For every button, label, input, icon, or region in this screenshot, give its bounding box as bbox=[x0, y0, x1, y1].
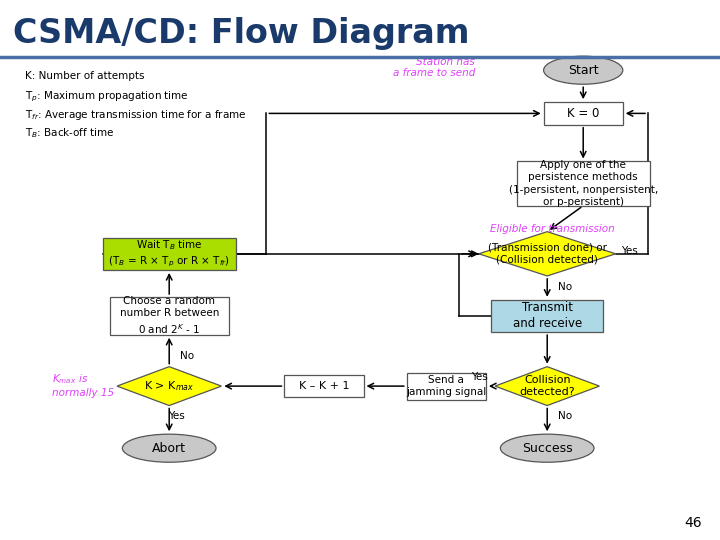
Text: No: No bbox=[180, 351, 194, 361]
Text: Success: Success bbox=[522, 442, 572, 455]
Polygon shape bbox=[117, 367, 222, 406]
Polygon shape bbox=[479, 232, 616, 276]
FancyBboxPatch shape bbox=[109, 297, 229, 335]
Text: Start: Start bbox=[568, 64, 598, 77]
Text: Yes: Yes bbox=[471, 372, 488, 382]
Text: K: Number of attempts: K: Number of attempts bbox=[25, 71, 145, 82]
Polygon shape bbox=[495, 367, 599, 406]
Text: CSMA/CD: Flow Diagram: CSMA/CD: Flow Diagram bbox=[13, 17, 469, 50]
Text: No: No bbox=[558, 411, 572, 421]
FancyBboxPatch shape bbox=[517, 161, 650, 206]
FancyBboxPatch shape bbox=[102, 238, 236, 270]
Text: Station has
a frame to send: Station has a frame to send bbox=[393, 57, 475, 78]
Text: (Transmission done) or
(Collision detected): (Transmission done) or (Collision detect… bbox=[487, 242, 607, 265]
Text: T$_p$: Maximum propagation time: T$_p$: Maximum propagation time bbox=[25, 90, 189, 104]
Ellipse shape bbox=[544, 56, 623, 84]
FancyBboxPatch shape bbox=[491, 300, 603, 332]
Text: Apply one of the
persistence methods
(1-persistent, nonpersistent,
or p-persiste: Apply one of the persistence methods (1-… bbox=[508, 160, 658, 207]
Text: Collision
detected?: Collision detected? bbox=[519, 375, 575, 397]
Text: No: No bbox=[558, 282, 572, 293]
Text: 46: 46 bbox=[685, 516, 702, 530]
Text: Choose a random
number R between
0 and 2$^K$ - 1: Choose a random number R between 0 and 2… bbox=[120, 296, 219, 336]
FancyBboxPatch shape bbox=[407, 373, 486, 400]
Text: Send a
jamming signal: Send a jamming signal bbox=[406, 375, 487, 397]
Ellipse shape bbox=[122, 434, 216, 462]
Text: K > K$_{max}$: K > K$_{max}$ bbox=[144, 379, 194, 393]
Text: T$_B$: Back-off time: T$_B$: Back-off time bbox=[25, 126, 114, 140]
Text: Eligible for transmission: Eligible for transmission bbox=[490, 225, 614, 234]
Text: Yes: Yes bbox=[168, 411, 185, 421]
Text: T$_{fr}$: Average transmission time for a frame: T$_{fr}$: Average transmission time for … bbox=[25, 108, 247, 122]
Text: K = 0: K = 0 bbox=[567, 107, 599, 120]
Text: K$_{max}$ is
normally 15: K$_{max}$ is normally 15 bbox=[52, 372, 114, 398]
Text: K – K + 1: K – K + 1 bbox=[299, 381, 349, 391]
FancyBboxPatch shape bbox=[544, 102, 623, 125]
Text: Yes: Yes bbox=[621, 246, 638, 256]
Text: Wait T$_B$ time
(T$_B$ = R × T$_p$ or R × T$_{fr}$): Wait T$_B$ time (T$_B$ = R × T$_p$ or R … bbox=[108, 238, 230, 269]
Ellipse shape bbox=[500, 434, 594, 462]
Text: Abort: Abort bbox=[152, 442, 186, 455]
Text: Transmit
and receive: Transmit and receive bbox=[513, 301, 582, 330]
FancyBboxPatch shape bbox=[284, 375, 364, 397]
